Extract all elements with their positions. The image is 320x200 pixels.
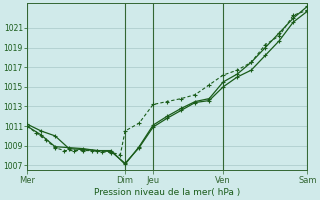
X-axis label: Pression niveau de la mer( hPa ): Pression niveau de la mer( hPa ) (94, 188, 240, 197)
